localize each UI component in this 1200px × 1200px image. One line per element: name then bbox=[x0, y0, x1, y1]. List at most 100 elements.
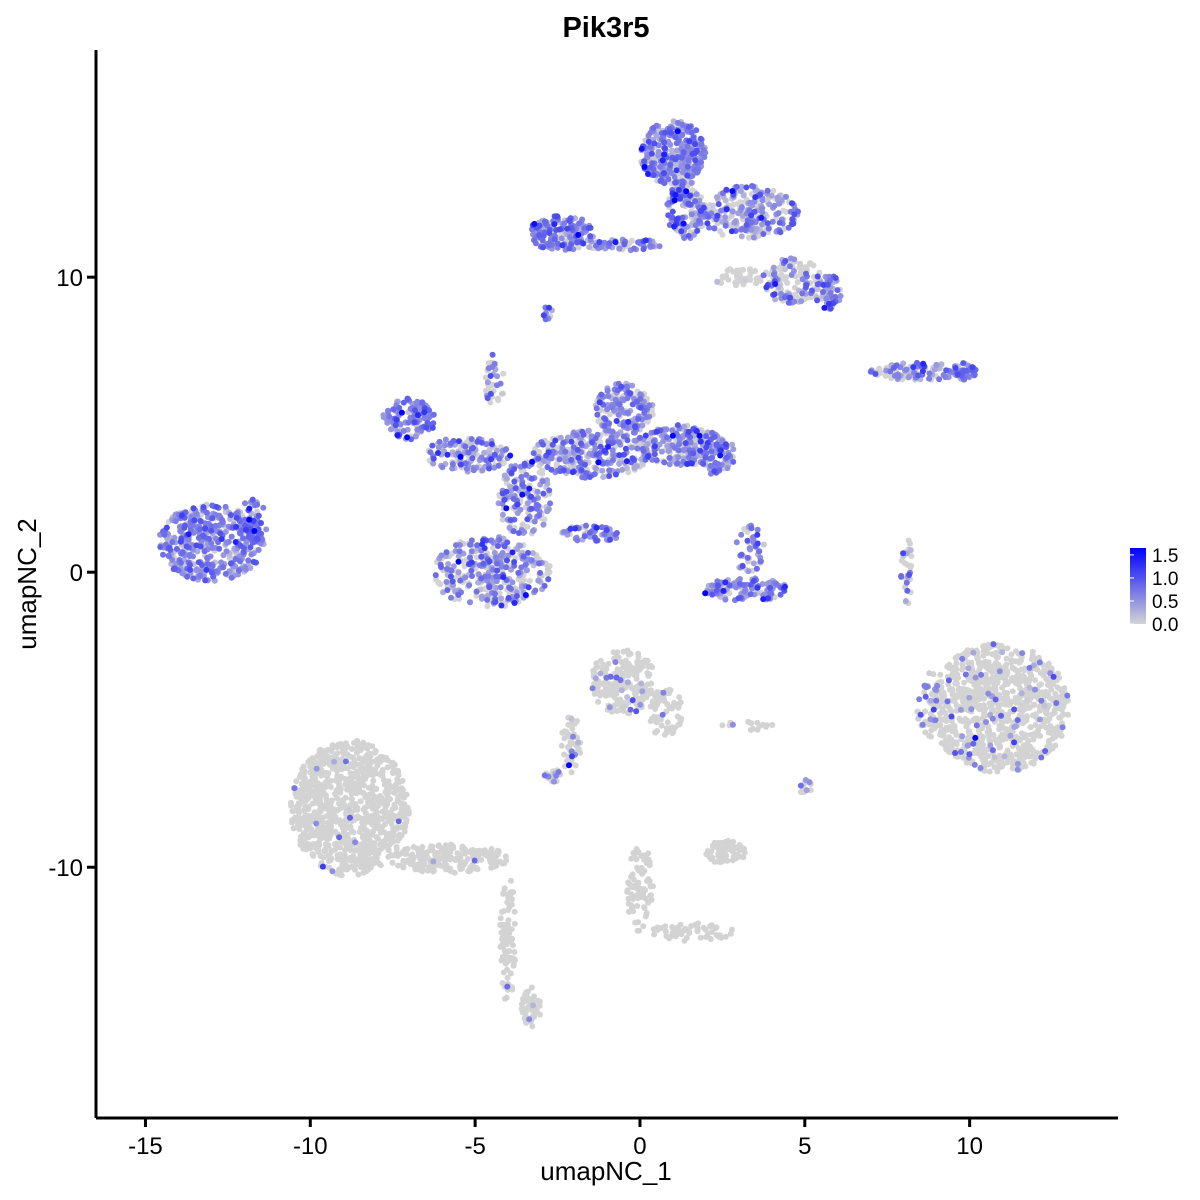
cell-point bbox=[504, 891, 511, 898]
cell-point bbox=[711, 858, 718, 865]
cell-point bbox=[499, 511, 506, 518]
cell-point bbox=[653, 694, 660, 700]
cell-point bbox=[364, 861, 371, 868]
cell-point bbox=[752, 268, 759, 274]
cell-point bbox=[520, 996, 527, 1002]
cell-point bbox=[666, 461, 673, 468]
cell-point bbox=[327, 784, 334, 790]
cell-point bbox=[618, 687, 625, 694]
cell-point bbox=[997, 701, 1004, 708]
cell-point bbox=[724, 465, 731, 472]
cell-point bbox=[983, 719, 989, 725]
cell-point bbox=[938, 740, 945, 747]
cell-point bbox=[770, 187, 777, 194]
cell-point bbox=[1003, 672, 1010, 678]
cell-point bbox=[661, 731, 668, 738]
cell-point bbox=[694, 926, 701, 933]
cell-point bbox=[393, 787, 400, 794]
cell-point bbox=[713, 932, 720, 939]
cell-point bbox=[490, 544, 497, 551]
cell-point bbox=[445, 561, 452, 567]
cell-point bbox=[263, 526, 270, 533]
cell-point bbox=[999, 719, 1006, 726]
cell-point bbox=[719, 722, 726, 729]
cell-point bbox=[561, 751, 567, 758]
cell-point bbox=[400, 864, 407, 871]
cell-point bbox=[981, 679, 988, 686]
cell-point bbox=[394, 824, 401, 831]
cell-point bbox=[652, 729, 659, 736]
cell-point bbox=[1032, 686, 1038, 693]
cell-point bbox=[989, 651, 996, 658]
cell-point bbox=[669, 724, 676, 731]
cell-point bbox=[966, 728, 973, 735]
cell-point bbox=[488, 864, 495, 871]
cell-point bbox=[498, 595, 505, 602]
cell-point bbox=[328, 805, 335, 812]
cell-point bbox=[956, 685, 962, 692]
cell-point bbox=[939, 708, 946, 715]
cell-point bbox=[509, 942, 516, 949]
cell-point bbox=[997, 764, 1004, 770]
cell-point bbox=[530, 1002, 537, 1009]
cell-point bbox=[392, 804, 399, 811]
cell-point bbox=[1024, 739, 1031, 745]
cell-point bbox=[410, 854, 417, 861]
cell-point bbox=[1009, 675, 1015, 681]
cell-point bbox=[697, 934, 704, 941]
cell-point bbox=[401, 828, 408, 835]
cell-point bbox=[1015, 706, 1022, 713]
cell-point bbox=[317, 801, 324, 808]
cell-point bbox=[740, 854, 747, 861]
cell-point bbox=[375, 759, 382, 766]
cell-point bbox=[509, 579, 516, 586]
cell-point bbox=[908, 553, 915, 559]
cell-point bbox=[316, 842, 323, 849]
cell-point bbox=[951, 722, 958, 729]
cell-point bbox=[370, 777, 377, 784]
cell-point bbox=[1009, 765, 1016, 772]
cell-point bbox=[1044, 717, 1051, 724]
cell-point bbox=[927, 710, 934, 717]
cell-point bbox=[668, 933, 675, 940]
cell-point bbox=[410, 844, 417, 850]
cell-point bbox=[350, 829, 357, 836]
cell-point bbox=[905, 374, 912, 381]
cell-point bbox=[936, 703, 943, 709]
cell-point bbox=[1035, 726, 1042, 733]
cell-point bbox=[1055, 670, 1061, 677]
cell-point bbox=[474, 866, 481, 873]
cell-point bbox=[614, 666, 621, 673]
cell-point bbox=[1031, 701, 1038, 708]
cell-point bbox=[519, 521, 526, 528]
cell-point bbox=[741, 277, 748, 284]
cell-point bbox=[996, 668, 1003, 675]
cell-point bbox=[986, 736, 993, 743]
cell-point bbox=[689, 187, 696, 194]
cell-point bbox=[1001, 696, 1008, 703]
cell-point bbox=[334, 855, 341, 862]
cell-point bbox=[995, 654, 1001, 660]
cell-point bbox=[642, 913, 649, 920]
cell-point bbox=[947, 740, 954, 747]
cell-point bbox=[648, 680, 655, 687]
cell-point bbox=[535, 577, 542, 584]
cell-point bbox=[635, 849, 642, 856]
cell-point bbox=[1004, 645, 1011, 652]
cell-point bbox=[978, 691, 985, 698]
cell-point bbox=[729, 926, 735, 933]
cell-point bbox=[323, 813, 330, 820]
cell-point bbox=[371, 749, 378, 756]
cell-point bbox=[965, 665, 972, 672]
cell-point bbox=[429, 843, 436, 850]
cell-point bbox=[312, 830, 318, 837]
cell-point bbox=[1030, 759, 1037, 766]
cell-point bbox=[782, 266, 788, 273]
cell-point bbox=[347, 783, 354, 790]
cell-point bbox=[759, 721, 766, 728]
cell-point bbox=[781, 225, 788, 232]
cell-point bbox=[307, 763, 314, 770]
cell-point bbox=[877, 369, 884, 376]
cell-point bbox=[754, 726, 761, 733]
cell-point bbox=[1042, 688, 1049, 695]
